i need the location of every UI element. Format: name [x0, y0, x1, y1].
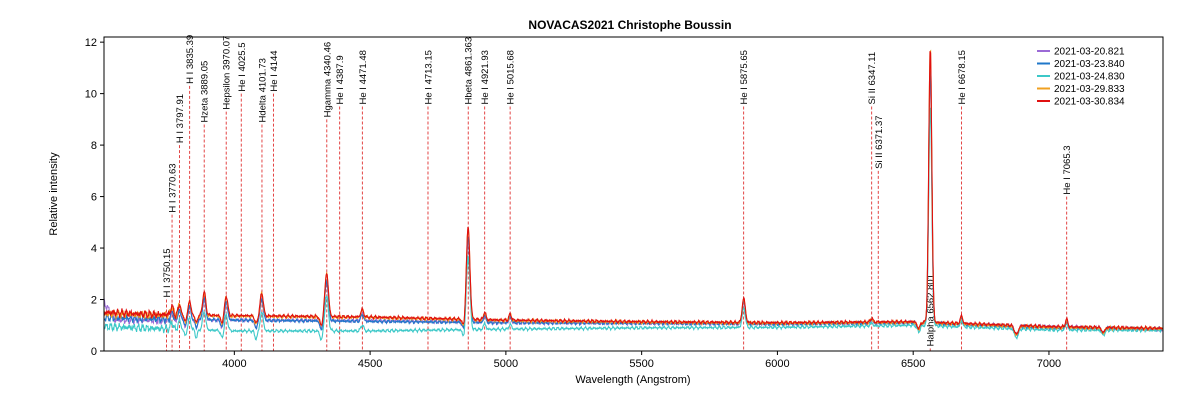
y-axis-ticks: 0 2 4 6 8 10 12 [85, 37, 104, 358]
annotation-label: Hgamma 4340.46 [322, 42, 333, 118]
x-axis-ticks: 4000 4500 5000 5500 6000 6500 7000 [222, 351, 1061, 370]
annotation-label: He I 6678.15 [957, 50, 968, 104]
annotation-label: He I 4471.48 [358, 50, 369, 104]
y-tick-label: 6 [91, 192, 97, 204]
annotation-label: Hzeta 3889.05 [200, 61, 211, 123]
y-tick-label: 8 [91, 140, 97, 152]
spectra-series [103, 49, 1164, 341]
y-axis-label: Relative intensity [48, 152, 60, 236]
annotation-label: Si II 6347.11 [867, 52, 878, 105]
annotation-label: H I 3835.39 [185, 35, 196, 84]
annotation-label: He I 4713.15 [423, 50, 434, 104]
series-line [103, 51, 1164, 335]
plot-frame [103, 36, 1164, 352]
annotation-label: H I 3797.91 [175, 94, 186, 143]
x-tick-label: 6000 [765, 358, 789, 370]
annotation-label: Hepsilon 3970.07 [222, 36, 233, 110]
line-annotations: H I 3750.15 H I 3770.63 H I 3797.91 H I 383… [162, 35, 1073, 351]
annotation-label: He I 5875.65 [739, 50, 750, 104]
annotation-label: He I 4144 [269, 50, 280, 91]
annotation-label: Hdelta 4101.73 [257, 58, 268, 122]
x-tick-label: 5500 [629, 358, 653, 370]
annotation-label: He I 7065.3 [1062, 145, 1073, 194]
annotation-label: He I 5015.68 [506, 50, 517, 104]
legend-label: 2021-03-29.833 [1054, 84, 1125, 95]
annotation-label: He I 4921.93 [480, 50, 491, 104]
annotation-label: H I 3750.15 [162, 248, 173, 297]
x-tick-label: 5000 [494, 358, 518, 370]
annotation-label: He I 4387.9 [335, 55, 346, 104]
annotation-label: He I 4025.5 [237, 42, 248, 91]
x-tick-label: 6500 [901, 358, 925, 370]
chart-title: NOVACAS2021 Christophe Boussin [528, 18, 731, 32]
legend-label: 2021-03-30.834 [1054, 97, 1125, 108]
annotation-label: Si II 6371.37 [874, 115, 885, 168]
annotation-label: Hbeta 4861.363 [464, 37, 475, 105]
legend-label: 2021-03-23.840 [1054, 59, 1125, 70]
y-tick-label: 0 [91, 346, 97, 358]
y-tick-label: 2 [91, 295, 97, 307]
x-axis-label: Wavelength (Angstrom) [575, 374, 690, 386]
x-tick-label: 7000 [1037, 358, 1061, 370]
y-tick-label: 12 [85, 37, 97, 49]
annotation-label: Halpha 6562.801 [926, 274, 937, 346]
annotation-label: H I 3770.63 [168, 163, 179, 212]
series-line [103, 106, 1164, 341]
x-tick-label: 4500 [358, 358, 382, 370]
y-tick-label: 4 [91, 243, 97, 255]
y-tick-label: 10 [85, 89, 97, 101]
x-tick-label: 4000 [222, 358, 246, 370]
legend-label: 2021-03-24.830 [1054, 72, 1125, 83]
legend-label: 2021-03-20.821 [1054, 47, 1125, 58]
